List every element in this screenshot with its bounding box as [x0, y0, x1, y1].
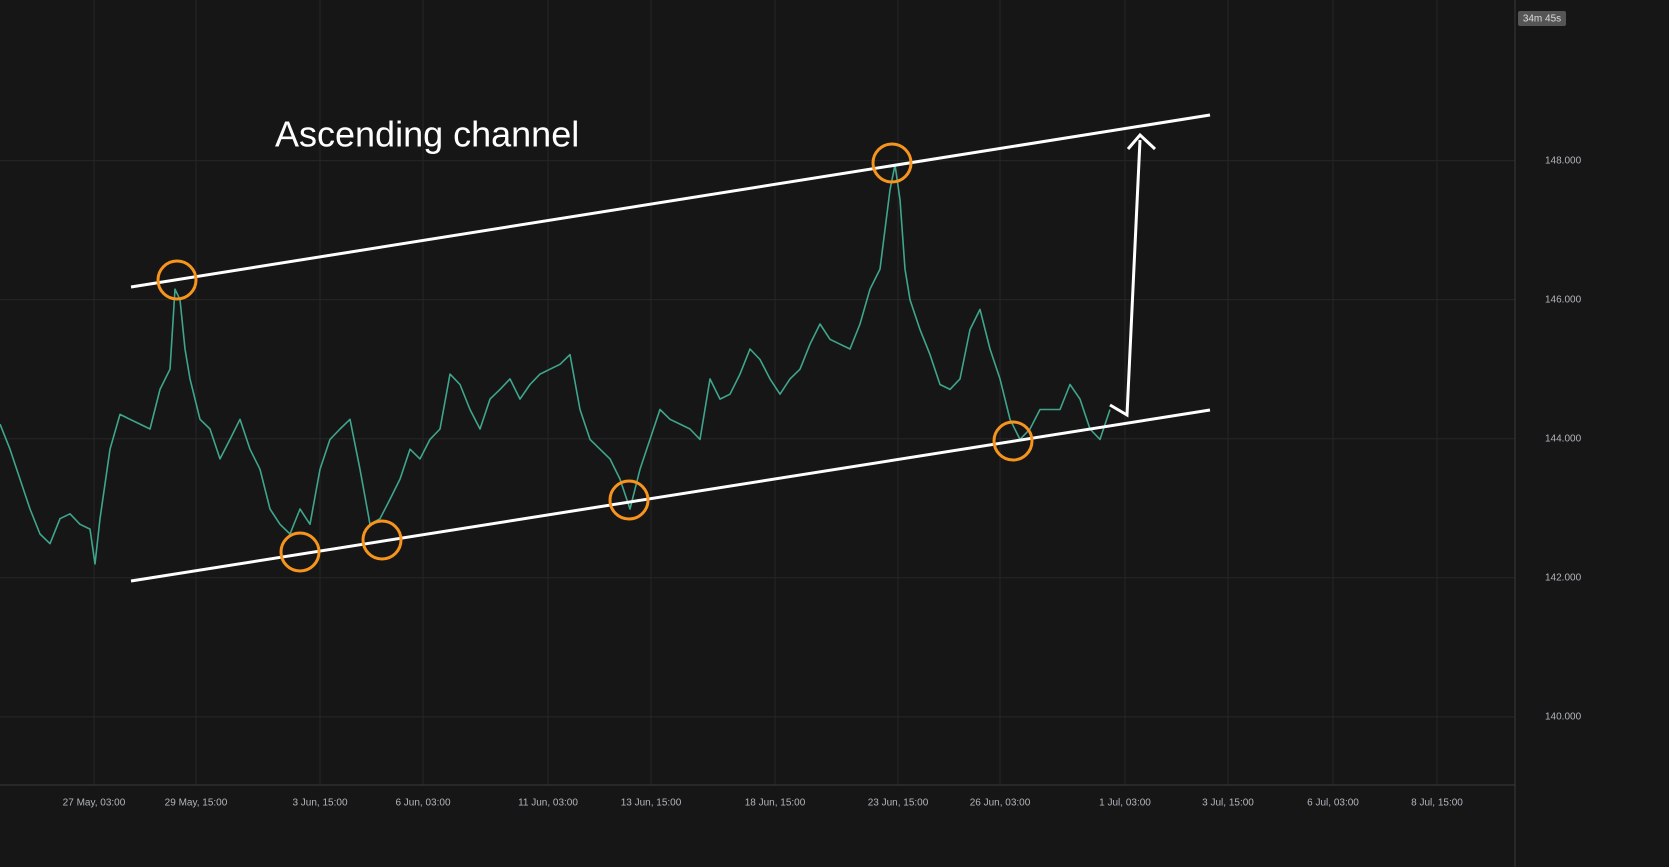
x-tick-label: 26 Jun, 03:00 [970, 798, 1031, 809]
chart-title: Ascending channel [275, 114, 579, 155]
x-tick-label: 11 Jun, 03:00 [518, 798, 578, 809]
x-tick-label: 1 Jul, 03:00 [1099, 798, 1151, 809]
y-tick-label: 146.000 [1545, 294, 1582, 305]
x-tick-label: 3 Jul, 15:00 [1202, 798, 1254, 809]
x-tick-label: 3 Jun, 15:00 [292, 798, 347, 809]
y-tick-label: 144.000 [1545, 433, 1582, 444]
x-tick-label: 27 May, 03:00 [63, 798, 126, 809]
y-tick-label: 142.000 [1545, 572, 1582, 583]
channel-lower [130, 408, 1211, 583]
x-tick-label: 23 Jun, 15:00 [868, 798, 929, 809]
x-tick-label: 18 Jun, 15:00 [745, 798, 806, 809]
plot [0, 164, 1111, 565]
x-tick-label: 6 Jun, 03:00 [395, 798, 450, 809]
grid [0, 0, 1515, 785]
touch-circle [279, 531, 321, 573]
touch-circle [992, 420, 1034, 462]
x-tick-label: 13 Jun, 15:00 [621, 798, 682, 809]
touch-circle [608, 479, 650, 521]
y-tick-label: 148.000 [1545, 155, 1582, 166]
drawings [130, 113, 1211, 583]
touch-circle [361, 519, 403, 561]
timer-label: 34m 45s [1523, 14, 1561, 25]
touch-circle [871, 142, 913, 184]
channel-upper [130, 113, 1211, 289]
arrow-head [1126, 132, 1157, 151]
x-tick-label: 6 Jul, 03:00 [1307, 798, 1359, 809]
price-line [0, 164, 1111, 565]
timer-badge [1518, 11, 1566, 26]
touch-circle [156, 259, 198, 301]
projection-arrow [1109, 139, 1142, 418]
x-tick-label: 29 May, 15:00 [165, 798, 228, 809]
y-tick-label: 140.000 [1545, 712, 1582, 723]
x-tick-label: 8 Jul, 15:00 [1411, 798, 1463, 809]
